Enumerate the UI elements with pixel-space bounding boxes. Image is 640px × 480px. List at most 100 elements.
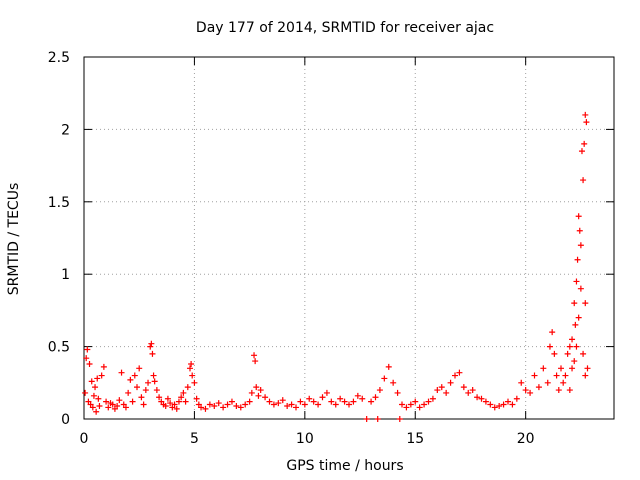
data-point xyxy=(96,402,103,409)
data-point xyxy=(576,227,583,234)
data-point xyxy=(188,360,195,367)
data-point xyxy=(83,355,90,362)
data-point xyxy=(580,350,587,357)
data-point xyxy=(323,389,330,396)
data-point xyxy=(147,343,154,350)
data-point xyxy=(396,416,403,422)
data-point xyxy=(574,256,581,263)
data-point xyxy=(86,360,93,367)
data-point xyxy=(153,387,160,394)
data-point xyxy=(553,372,560,379)
x-tick-label: 15 xyxy=(406,431,424,447)
data-point xyxy=(425,398,432,405)
data-point xyxy=(103,398,110,405)
data-point xyxy=(505,398,511,405)
data-point xyxy=(368,398,375,405)
data-point xyxy=(555,387,562,394)
data-point xyxy=(156,394,163,401)
data-point xyxy=(233,402,240,409)
data-point xyxy=(558,365,564,372)
x-tick-label: 5 xyxy=(190,431,199,447)
data-point xyxy=(465,389,472,396)
data-point xyxy=(116,397,123,404)
data-point xyxy=(138,394,145,401)
y-axis-label: SRMTID / TECUs xyxy=(6,183,22,296)
data-point xyxy=(109,401,116,408)
y-tick-label: 1.5 xyxy=(48,195,70,211)
x-tick-label: 10 xyxy=(296,431,314,447)
data-point xyxy=(438,384,445,391)
data-point xyxy=(429,395,436,402)
data-point xyxy=(443,389,450,396)
data-point xyxy=(275,400,282,407)
data-point xyxy=(385,363,392,370)
data-point xyxy=(540,365,547,372)
data-point xyxy=(359,395,366,402)
data-point xyxy=(469,387,476,394)
data-point xyxy=(142,387,149,394)
data-point xyxy=(319,394,326,401)
data-point xyxy=(549,329,556,336)
data-point xyxy=(248,389,255,396)
data-point xyxy=(90,392,97,399)
data-point xyxy=(228,398,235,405)
data-point xyxy=(390,379,397,386)
data-point xyxy=(527,389,534,396)
data-point xyxy=(491,404,498,411)
data-point xyxy=(134,384,140,391)
data-point xyxy=(582,111,589,118)
data-point xyxy=(253,384,260,391)
data-point xyxy=(125,389,132,396)
axis-ticks xyxy=(83,56,614,420)
data-point xyxy=(376,387,383,394)
grid xyxy=(84,57,614,419)
data-point xyxy=(575,213,582,220)
data-point xyxy=(164,395,171,402)
data-point xyxy=(560,379,567,386)
data-point xyxy=(167,400,174,407)
data-point xyxy=(566,387,573,394)
data-point xyxy=(193,395,200,402)
data-point xyxy=(460,384,467,391)
data-point xyxy=(118,369,125,376)
data-point xyxy=(306,395,313,402)
y-tick-labels: 0 0.5 1 1.5 2 2.5 xyxy=(48,50,70,428)
data-point xyxy=(571,300,578,307)
chart-title: Day 177 of 2014, SRMTID for receiver aja… xyxy=(196,20,494,36)
data-point xyxy=(279,397,286,404)
data-point xyxy=(571,358,578,365)
data-point xyxy=(136,365,143,372)
data-point xyxy=(266,398,273,405)
data-point xyxy=(456,369,463,376)
data-point xyxy=(114,402,121,409)
y-tick-label: 2.5 xyxy=(48,50,70,66)
data-point xyxy=(350,398,357,405)
data-point xyxy=(301,401,308,408)
data-point xyxy=(412,398,419,405)
data-point xyxy=(122,404,129,411)
data-point xyxy=(184,384,191,391)
data-point xyxy=(94,375,101,382)
data-point xyxy=(89,404,96,411)
data-point xyxy=(496,402,503,409)
data-point xyxy=(546,343,553,350)
data-point xyxy=(478,395,485,402)
data-point xyxy=(474,394,481,401)
data-point xyxy=(140,401,147,408)
data-point xyxy=(572,321,579,328)
data-point xyxy=(482,398,489,405)
data-point xyxy=(354,392,361,399)
data-point xyxy=(328,398,335,405)
plot-frame xyxy=(83,56,615,420)
y-tick-label: 0.5 xyxy=(48,340,70,356)
data-point xyxy=(180,389,187,396)
data-point xyxy=(98,372,105,379)
data-point xyxy=(284,402,291,409)
data-point xyxy=(270,401,277,408)
data-point xyxy=(315,401,322,408)
data-points xyxy=(82,111,591,422)
data-point xyxy=(252,358,259,365)
data-point xyxy=(399,401,405,408)
data-point xyxy=(237,404,244,411)
